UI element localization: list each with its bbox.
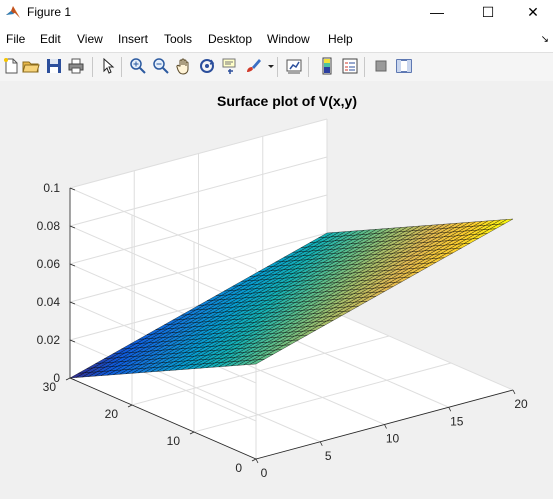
data-cursor-icon[interactable] <box>221 57 239 75</box>
menu-bar: File Edit View Insert Tools Desktop Wind… <box>0 24 553 52</box>
y-axis-line <box>69 377 257 460</box>
print-icon[interactable] <box>67 57 85 75</box>
z-tick-label: 0 <box>53 371 60 385</box>
z-tick <box>69 225 76 229</box>
open-file-icon[interactable] <box>22 57 40 75</box>
y-tick-label: 10 <box>167 434 181 448</box>
pointer-icon[interactable] <box>99 57 117 75</box>
chart-title: Surface plot of V(x,y) <box>217 93 357 109</box>
y-tick <box>65 377 71 381</box>
toolbar-separator <box>92 57 93 77</box>
z-tick <box>69 187 76 191</box>
zoom-out-icon[interactable] <box>152 57 170 75</box>
new-figure-icon[interactable] <box>2 57 20 75</box>
z-tick <box>69 339 76 343</box>
y-tick-label: 0 <box>235 461 242 475</box>
rotate-3d-icon[interactable] <box>198 57 216 75</box>
z-tick-label: 0.02 <box>37 333 61 347</box>
minimize-button[interactable]: — <box>430 4 444 20</box>
close-button[interactable]: ✕ <box>527 3 539 20</box>
x-tick <box>448 407 452 412</box>
x-tick <box>255 458 259 464</box>
legend-icon[interactable] <box>341 57 359 75</box>
y-tick <box>189 431 195 435</box>
toolbar-separator <box>364 57 365 77</box>
x-tick-label: 5 <box>325 449 332 463</box>
y-tick-label: 20 <box>105 407 119 421</box>
hide-plot-tools-icon[interactable] <box>372 57 390 75</box>
window-titlebar: Figure 1 — ☐ ✕ <box>0 0 553 24</box>
x-tick-label: 15 <box>450 414 464 428</box>
menu-window[interactable]: Window <box>267 32 310 46</box>
z-tick <box>69 263 76 267</box>
zoom-in-icon[interactable] <box>129 57 147 75</box>
x-tick <box>512 389 516 395</box>
z-tick <box>69 301 76 305</box>
x-tick <box>384 424 387 429</box>
matlab-logo-icon <box>6 6 20 18</box>
surface-patch <box>498 218 514 225</box>
z-tick-label: 0.04 <box>37 295 61 309</box>
y-tick <box>251 458 257 462</box>
menu-desktop[interactable]: Desktop <box>208 32 253 46</box>
brush-dropdown-icon[interactable] <box>262 57 274 75</box>
figure-toolbar <box>0 52 553 82</box>
axes-grid <box>68 118 514 460</box>
colorbar-icon[interactable] <box>318 57 336 75</box>
menu-view[interactable]: View <box>77 32 103 46</box>
toolbar-separator <box>121 57 122 77</box>
maximize-button[interactable]: ☐ <box>481 3 495 20</box>
z-tick-label: 0.1 <box>43 181 60 195</box>
y-tick-label: 30 <box>43 380 57 394</box>
z-tick-label: 0.08 <box>37 219 61 233</box>
save-icon[interactable] <box>45 57 63 75</box>
menu-overflow-icon[interactable]: ↘ <box>540 34 549 45</box>
menu-help[interactable]: Help <box>328 32 353 46</box>
x-tick-label: 20 <box>514 397 528 411</box>
x-tick-label: 10 <box>386 432 400 446</box>
pan-hand-icon[interactable] <box>175 57 193 75</box>
surface-mesh[interactable] <box>69 218 514 379</box>
z-tick-label: 0.06 <box>37 257 61 271</box>
menu-tools[interactable]: Tools <box>164 32 193 46</box>
show-plot-tools-icon[interactable] <box>395 57 413 75</box>
brush-icon[interactable] <box>244 57 262 75</box>
link-plot-icon[interactable] <box>285 57 303 75</box>
menu-file[interactable]: File <box>6 32 26 46</box>
figure-canvas[interactable]: 0 5 10 15 20 0 10 20 30 0 0.02 0.04 0.06 0.08 0.1 Surf… <box>0 81 553 499</box>
toolbar-separator <box>277 57 278 77</box>
window-title: Figure 1 <box>27 5 72 19</box>
toolbar-separator <box>308 57 309 77</box>
menu-edit[interactable]: Edit <box>40 32 61 46</box>
axes-frame <box>65 187 516 464</box>
menu-insert[interactable]: Insert <box>118 32 149 46</box>
x-tick-label: 0 <box>261 466 268 480</box>
y-tick <box>127 404 133 408</box>
x-tick <box>319 441 323 446</box>
z-tick <box>69 377 76 381</box>
